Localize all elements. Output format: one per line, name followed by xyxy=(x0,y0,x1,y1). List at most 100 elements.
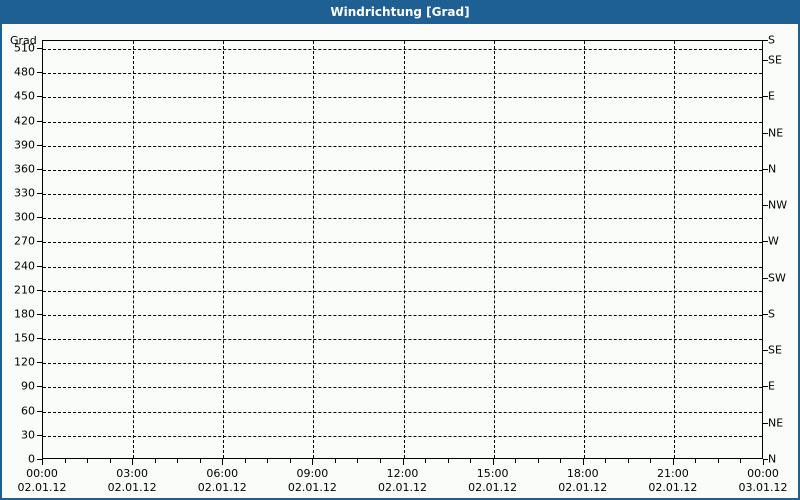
y-axis-right-tick-label: E xyxy=(768,89,775,103)
x-axis-major-tick xyxy=(132,459,134,465)
y-axis-left-tick xyxy=(37,289,42,291)
gridline-vertical xyxy=(493,41,495,458)
y-axis-left-tick-label: 180 xyxy=(14,307,35,321)
y-axis-left-tick xyxy=(37,459,42,460)
gridline-vertical xyxy=(673,41,675,458)
x-axis-tick-date: 02.01.12 xyxy=(558,481,608,494)
x-axis-minor-tick xyxy=(425,459,427,463)
y-axis-left-tick xyxy=(37,386,42,388)
y-axis-left-tick-label: 480 xyxy=(14,65,35,79)
y-axis-left-tick-label: 210 xyxy=(14,283,35,297)
x-axis-minor-tick xyxy=(379,459,381,463)
x-axis-tick-time: 21:00 xyxy=(657,467,689,480)
x-axis-tick-time: 12:00 xyxy=(386,467,419,480)
x-axis-minor-tick xyxy=(109,459,111,463)
y-axis-unit-label: Grad xyxy=(10,34,37,47)
y-axis-right-tick xyxy=(763,96,768,98)
gridline-horizontal xyxy=(43,145,762,147)
y-axis-right-tick-label: NE xyxy=(768,416,784,430)
x-axis-tick-label: 00:00 03.01.12 xyxy=(723,467,798,495)
x-axis-tick-label: 06:00 02.01.12 xyxy=(182,467,262,495)
y-axis-right-tick xyxy=(763,40,768,41)
x-axis-minor-tick xyxy=(605,459,607,463)
y-axis-right-tick-label: E xyxy=(768,379,775,393)
y-axis-left-tick xyxy=(37,48,42,50)
y-axis-left-tick-label: 360 xyxy=(14,162,35,176)
x-axis-major-tick xyxy=(582,459,584,465)
x-axis-tick-time: 09:00 xyxy=(296,467,329,480)
x-axis-minor-tick xyxy=(64,459,66,463)
y-axis-right-tick-label: SW xyxy=(768,271,786,285)
gridline-vertical xyxy=(223,41,225,458)
x-axis-tick-label: 15:00 02.01.12 xyxy=(453,467,533,495)
y-axis-left-tick-label: 120 xyxy=(14,355,35,369)
y-axis-left-tick xyxy=(37,120,42,122)
y-axis-right-tick xyxy=(763,168,768,170)
y-axis-right-tick-label: N xyxy=(768,162,777,176)
gridline-horizontal xyxy=(43,387,762,389)
x-axis-major-tick xyxy=(42,459,43,465)
y-axis-left-tick-label: 0 xyxy=(28,452,35,466)
x-axis-minor-tick xyxy=(177,459,179,463)
x-axis-minor-tick xyxy=(357,459,359,463)
y-axis-left-tick xyxy=(37,313,42,315)
y-axis-right-tick xyxy=(763,422,768,424)
x-axis-minor-tick xyxy=(87,459,89,463)
y-axis-right-tick xyxy=(763,277,768,279)
x-axis-tick-date: 02.01.12 xyxy=(648,481,698,494)
y-axis-left-tick-label: 330 xyxy=(14,186,35,200)
y-axis-left-tick xyxy=(37,362,42,364)
x-axis-minor-tick xyxy=(289,459,291,463)
x-axis-minor-tick xyxy=(244,459,246,463)
gridline-horizontal xyxy=(43,49,762,51)
y-axis-right-tick xyxy=(763,313,768,315)
x-axis-minor-tick xyxy=(334,459,336,463)
x-axis-minor-tick xyxy=(537,459,539,463)
y-axis-left-tick xyxy=(37,217,42,219)
x-axis-tick-label: 00:00 02.01.12 xyxy=(2,467,82,495)
y-axis-left-tick xyxy=(37,434,42,436)
y-axis-right-tick xyxy=(763,350,768,352)
y-axis-right-tick xyxy=(763,60,768,62)
gridline-horizontal xyxy=(43,290,762,292)
y-axis-left-tick-label: 390 xyxy=(14,138,35,152)
gridline-vertical xyxy=(583,41,585,458)
y-axis-left-tick xyxy=(37,96,42,98)
y-axis-right-tick-label: SE xyxy=(768,343,782,357)
x-axis-tick-label: 21:00 02.01.12 xyxy=(633,467,713,495)
y-axis-right-tick xyxy=(763,459,768,460)
x-axis-tick-date: 02.01.12 xyxy=(197,481,247,494)
y-axis-left-tick xyxy=(37,193,42,195)
x-axis-tick-date: 03.01.12 xyxy=(738,481,788,494)
gridline-horizontal xyxy=(43,169,762,171)
y-axis-right-tick xyxy=(763,241,768,243)
x-axis-minor-tick xyxy=(650,459,652,463)
x-axis-minor-tick xyxy=(740,459,742,463)
x-axis-minor-tick xyxy=(447,459,449,463)
x-axis-tick-date: 02.01.12 xyxy=(287,481,337,494)
y-axis-right-tick-label: NE xyxy=(768,126,784,140)
y-axis-left-tick-label: 60 xyxy=(21,404,35,418)
y-axis-left-tick xyxy=(37,338,42,340)
x-axis-tick-label: 12:00 02.01.12 xyxy=(363,467,443,495)
y-axis-left-tick-label: 300 xyxy=(14,210,35,224)
window-title-bar: Windrichtung [Grad] xyxy=(2,2,798,24)
y-axis-right-tick-label: NW xyxy=(768,198,788,212)
y-axis-left-tick xyxy=(37,410,42,412)
x-axis-major-tick xyxy=(492,459,494,465)
x-axis-tick-date: 02.01.12 xyxy=(378,481,427,494)
x-axis-minor-tick xyxy=(199,459,201,463)
gridline-horizontal xyxy=(43,242,762,244)
y-axis-left-tick xyxy=(37,72,42,74)
gridline-horizontal xyxy=(43,121,762,123)
x-axis-tick-time: 06:00 xyxy=(206,467,239,480)
y-axis-right-tick-label: S xyxy=(768,33,775,47)
x-axis-minor-tick xyxy=(560,459,562,463)
y-axis-left-tick-label: 420 xyxy=(14,114,35,128)
x-axis-major-tick xyxy=(672,459,674,465)
x-axis-major-tick xyxy=(312,459,314,465)
gridline-horizontal xyxy=(43,339,762,341)
gridline-horizontal xyxy=(43,363,762,365)
plot-area xyxy=(42,40,763,459)
x-axis-tick-label: 03:00 02.01.12 xyxy=(92,467,172,495)
